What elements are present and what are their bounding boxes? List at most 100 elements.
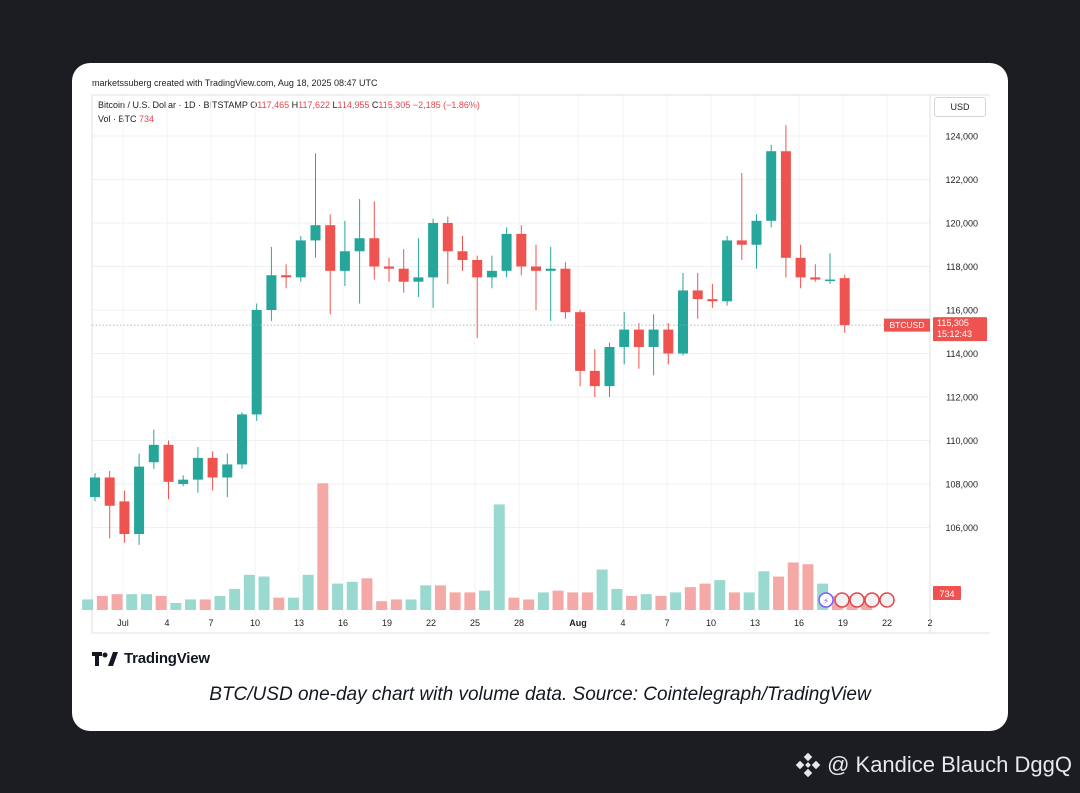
volume-bar xyxy=(170,602,182,610)
event-icon-us-flag-1[interactable] xyxy=(834,592,850,608)
volume-legend: Vol · BTC 734 xyxy=(98,114,154,124)
volume-bar xyxy=(449,592,461,610)
candle-body xyxy=(369,238,380,267)
price-badge: BTCUSD 115,305 15:12:43 xyxy=(884,317,987,342)
x-tick-label: 10 xyxy=(706,618,716,628)
volume-bar xyxy=(317,483,329,610)
volume-badge-bg xyxy=(933,586,961,600)
candle-body xyxy=(795,257,806,278)
volume-label: Vol · BTC xyxy=(98,114,137,124)
event-icon-bolt[interactable] xyxy=(818,592,834,608)
x-tick-label: 28 xyxy=(514,618,524,628)
candle-body xyxy=(442,223,453,252)
x-tick-label: 13 xyxy=(750,618,760,628)
volume-bar xyxy=(273,597,285,610)
candle-body xyxy=(722,240,733,302)
candle-body xyxy=(501,233,512,271)
x-tick-label: 22 xyxy=(882,618,892,628)
symbol-text: Bitcoin / U.S. Dollar · 1D · BITSTAMP xyxy=(98,100,248,110)
volume-bar xyxy=(493,504,505,610)
price-badge-symbol: BTCUSD xyxy=(890,320,925,330)
x-tick-label: 16 xyxy=(794,618,804,628)
candle-body xyxy=(486,270,497,278)
volume-bar xyxy=(581,592,593,610)
candle-body xyxy=(148,444,159,463)
price-badge-price: 115,305 xyxy=(937,318,969,328)
volume-bar xyxy=(96,595,108,610)
open-label: O xyxy=(250,100,258,110)
volume-value: 734 xyxy=(139,114,155,124)
candle-body xyxy=(633,329,644,347)
candle-body xyxy=(354,238,365,252)
volume-bar xyxy=(199,599,211,610)
candle-body xyxy=(604,346,615,387)
volume-bar xyxy=(464,592,476,610)
volume-bar xyxy=(243,574,255,610)
event-icon-us-flag-2[interactable] xyxy=(849,592,865,608)
candle-body xyxy=(457,251,468,260)
candle-body xyxy=(119,501,130,535)
change-value: −2,185 (−1.86%) xyxy=(412,100,480,110)
volume-bar xyxy=(155,595,167,610)
x-tick-label: 16 xyxy=(338,618,348,628)
candle-body xyxy=(339,251,350,271)
candle-body xyxy=(736,240,747,245)
volume-bar xyxy=(405,599,417,610)
volume-bar xyxy=(508,597,520,610)
high-label: H xyxy=(291,100,299,110)
volume-bar xyxy=(332,583,344,610)
volume-bar xyxy=(376,601,388,610)
volume-badge-text: 734 xyxy=(939,589,954,599)
volume-bar xyxy=(111,594,123,610)
volume-bar xyxy=(390,599,402,610)
x-tick-label: 7 xyxy=(208,618,213,628)
y-tick-label: 106,000 xyxy=(945,523,978,533)
volume-bar xyxy=(523,599,535,610)
volume-bar xyxy=(626,595,638,610)
candle-body xyxy=(678,290,688,354)
candle-body xyxy=(266,275,277,310)
candle-body xyxy=(428,223,439,278)
volume-bar xyxy=(140,594,152,610)
volume-bar xyxy=(229,588,241,610)
volume-bar xyxy=(728,592,740,610)
x-tick-label: 4 xyxy=(164,618,169,628)
close-label: C xyxy=(371,100,379,110)
event-icon-us-flag-3[interactable] xyxy=(864,592,880,608)
bolt-icon: ⚡ xyxy=(823,597,829,607)
x-tick-label: 2 xyxy=(927,618,932,628)
y-tick-label: 122,000 xyxy=(945,175,978,185)
candle-body xyxy=(839,278,850,326)
candle-body xyxy=(560,268,571,313)
low-value: 114,955 xyxy=(337,100,370,110)
price-badge-symbol-bg xyxy=(884,318,930,332)
volume-badge: 734 xyxy=(933,586,961,600)
candle-body xyxy=(780,151,791,258)
x-tick-label: 13 xyxy=(294,618,304,628)
low-label: L xyxy=(332,100,338,110)
close-value: 115,305 xyxy=(378,100,411,110)
candle-body xyxy=(413,277,424,282)
tradingview-logo: TradingView xyxy=(92,650,210,667)
volume-bar xyxy=(655,595,667,610)
volume-bar xyxy=(552,590,564,610)
x-tick-label: 22 xyxy=(426,618,436,628)
volume-bar xyxy=(699,583,711,610)
candle-body xyxy=(619,329,630,347)
event-icons[interactable]: ⚡ xyxy=(818,592,895,608)
volume-bar xyxy=(434,585,446,610)
candle-body xyxy=(575,312,586,371)
y-tick-label: 110,000 xyxy=(946,436,978,446)
chart-meta-text: marketssuberg created with TradingView.c… xyxy=(92,78,378,88)
volume-bar xyxy=(802,564,814,610)
event-icon-us-flag-4[interactable] xyxy=(879,592,895,608)
volume-bar xyxy=(640,594,652,610)
x-tick-label: 19 xyxy=(838,618,848,628)
y-tick-label: 108,000 xyxy=(945,480,978,490)
currency-button[interactable]: USD xyxy=(934,97,986,117)
volume-bar xyxy=(126,594,138,610)
volume-bar xyxy=(302,574,314,610)
candle-body xyxy=(251,310,262,415)
candle-body xyxy=(531,266,541,271)
